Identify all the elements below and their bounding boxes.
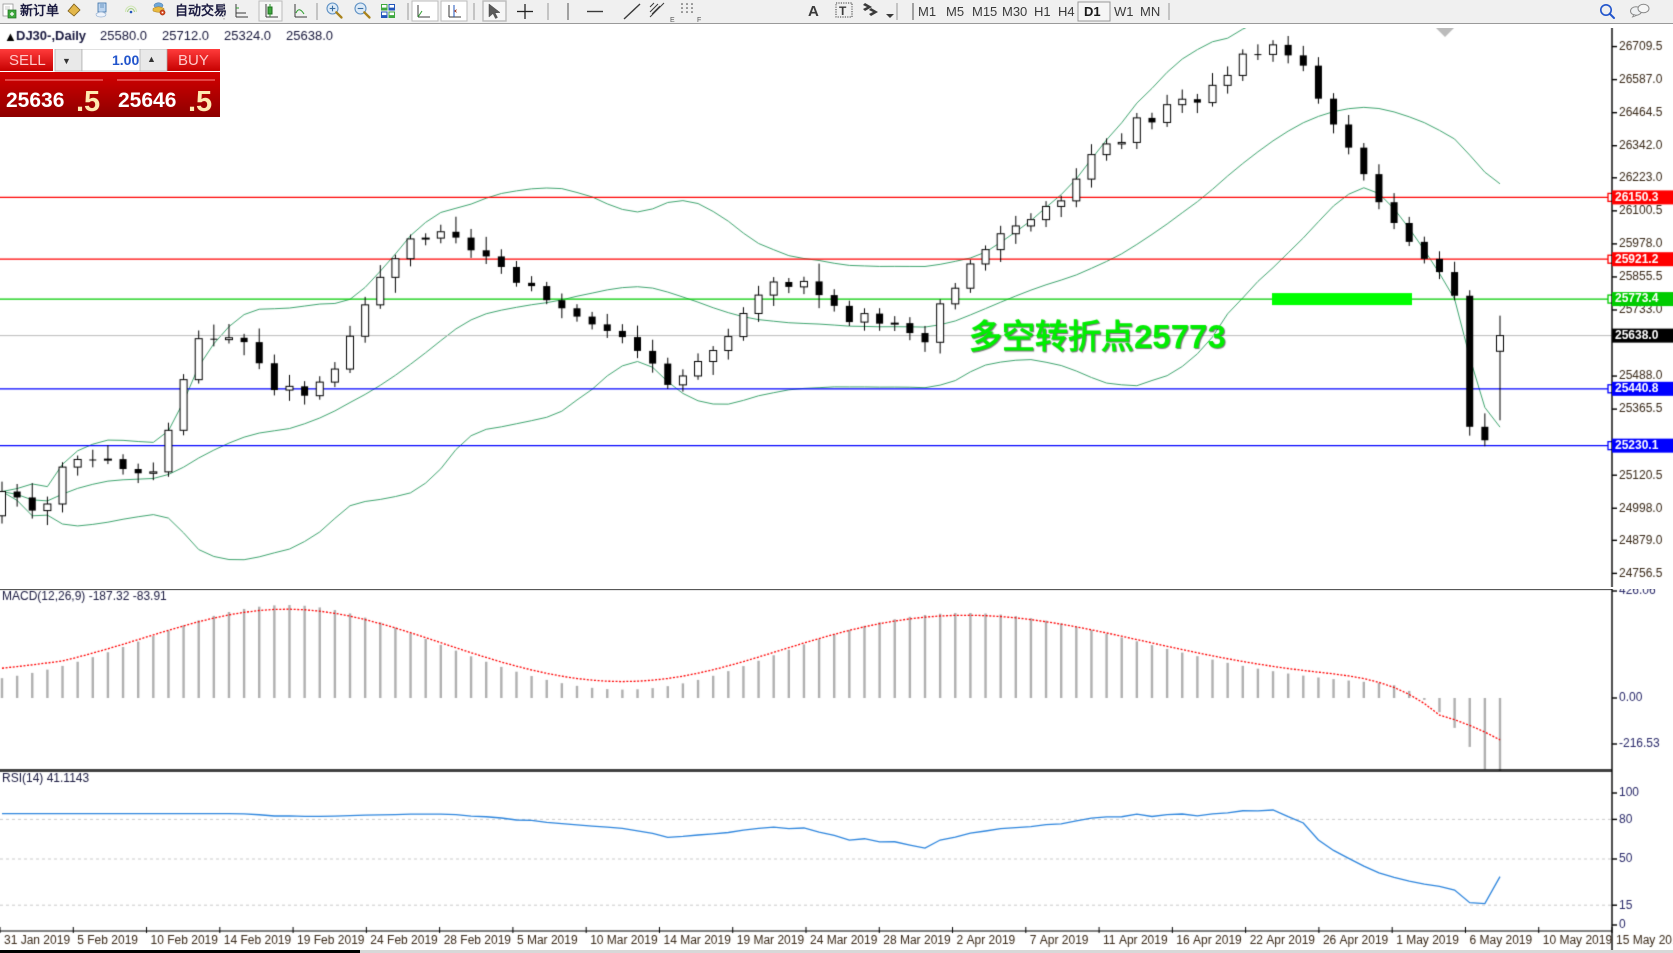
svg-text:M30: M30 xyxy=(1002,4,1027,19)
svg-text:自动交易: 自动交易 xyxy=(175,3,227,18)
svg-text:1.00: 1.00 xyxy=(112,52,139,68)
svg-text:▲: ▲ xyxy=(147,54,156,64)
svg-text:H4: H4 xyxy=(1058,4,1075,19)
svg-text:E: E xyxy=(670,17,675,23)
svg-text:25636: 25636 xyxy=(6,89,64,112)
svg-text:▼: ▼ xyxy=(62,56,71,66)
svg-text:W1: W1 xyxy=(1114,4,1134,19)
svg-text:A: A xyxy=(808,3,819,20)
svg-text:M5: M5 xyxy=(946,4,964,19)
svg-text:SELL: SELL xyxy=(9,52,46,69)
svg-text:T: T xyxy=(839,4,847,18)
svg-text:F: F xyxy=(697,17,701,23)
svg-text:H1: H1 xyxy=(1034,4,1051,19)
svg-text:MN: MN xyxy=(1140,4,1160,19)
svg-text:.5: .5 xyxy=(76,86,100,117)
svg-text:新订单: 新订单 xyxy=(20,3,59,18)
svg-text:M15: M15 xyxy=(972,4,997,19)
svg-text:BUY: BUY xyxy=(178,52,209,69)
svg-text:D1: D1 xyxy=(1084,4,1101,19)
svg-text:25646: 25646 xyxy=(118,89,176,112)
svg-text:.5: .5 xyxy=(188,86,212,117)
svg-text:M1: M1 xyxy=(918,4,936,19)
